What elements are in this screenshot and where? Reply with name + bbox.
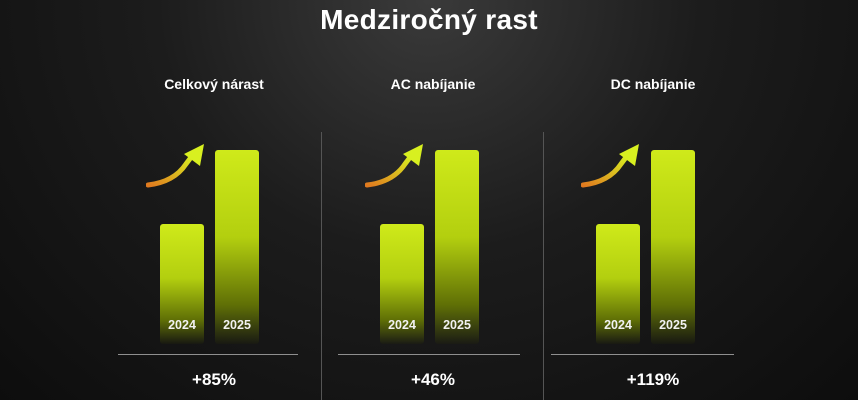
growth-arrow-icon	[581, 144, 639, 188]
bar-2025: 2025	[435, 150, 479, 344]
chart-title: DC nabíjanie	[610, 76, 696, 92]
chart-panel-dc: DC nabíjanie 2024 2025 +119%	[543, 70, 763, 400]
divider	[543, 132, 544, 400]
bar-2024: 2024	[596, 224, 640, 344]
growth-arrow-icon	[146, 144, 204, 188]
bar-label: 2025	[443, 318, 471, 332]
bar-2025: 2025	[215, 150, 259, 344]
growth-value: +119%	[626, 370, 680, 389]
chart-panel-total: Celkový nárast 2024 2025 +85%	[104, 70, 324, 400]
page-title: Medziročný rast	[320, 4, 538, 35]
baseline	[338, 354, 520, 355]
bar-label: 2025	[223, 318, 251, 332]
bar-label: 2024	[388, 318, 416, 332]
bar-2025: 2025	[651, 150, 695, 344]
growth-value: +85%	[192, 370, 236, 389]
chart-title: AC nabíjanie	[390, 76, 476, 92]
growth-arrow-icon	[365, 144, 423, 188]
baseline	[118, 354, 298, 355]
bar-label: 2025	[659, 318, 687, 332]
growth-value: +46%	[411, 370, 455, 389]
chart-panel-ac: AC nabíjanie 2024 2025 +46%	[323, 70, 543, 400]
bar-label: 2024	[604, 318, 632, 332]
bar-2024: 2024	[160, 224, 204, 344]
bar-label: 2024	[168, 318, 196, 332]
chart-title: Celkový nárast	[164, 76, 264, 92]
bar-2024: 2024	[380, 224, 424, 344]
divider	[321, 132, 322, 400]
baseline	[551, 354, 734, 355]
